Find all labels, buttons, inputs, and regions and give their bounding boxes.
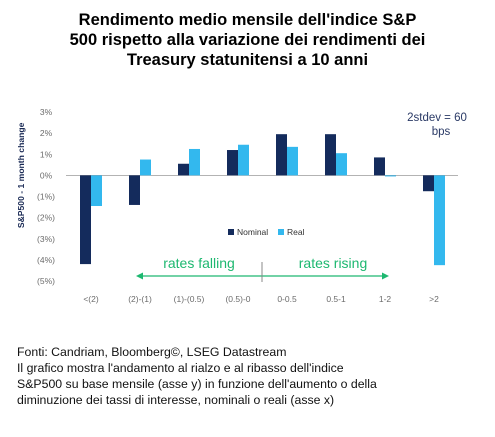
bar-real [385, 175, 396, 177]
arrow-right-icon [382, 272, 389, 280]
title-line-2: 500 rispetto alla variazione dei rendime… [69, 31, 426, 49]
y-tick-label: (1%) [37, 192, 55, 202]
footer-note-line-3: diminuzione dei tassi di interesse, nomi… [17, 393, 335, 407]
bar-nominal [227, 150, 238, 176]
stdev-annotation-line-1: 2stdev = 60 [407, 112, 467, 124]
x-tick-label: (1)-(0.5) [174, 294, 205, 304]
bar-chart: 3% 2% 1% 0% (1%) (2%) (3%) (4%) (5%) S&P500 - 1 m… [16, 107, 467, 304]
rates-rising-label: rates rising [299, 255, 367, 271]
legend-label-real: Real [287, 227, 305, 237]
bar-real [336, 153, 347, 176]
y-tick-label: 2% [40, 128, 53, 138]
bar-nominal [80, 175, 91, 265]
y-tick-label: (2%) [37, 213, 55, 223]
rates-falling-label: rates falling [163, 255, 235, 271]
bar-nominal [129, 175, 140, 205]
bar-nominal [423, 175, 434, 192]
title-line-3: Treasury statunitensi a 10 anni [126, 51, 369, 69]
legend-swatch-nominal [228, 229, 234, 235]
bar-nominal [178, 163, 189, 176]
x-tick-label: (0.5)-0 [225, 294, 250, 304]
y-tick-label: (3%) [37, 234, 55, 244]
y-tick-label: 1% [40, 149, 53, 159]
footer-note-line-1: Il grafico mostra l'andamento al rialzo … [17, 361, 344, 375]
bar-real [140, 159, 151, 176]
x-tick-label: 0-0.5 [277, 294, 297, 304]
x-tick-label: <(2) [83, 294, 99, 304]
y-tick-label: 3% [40, 107, 53, 117]
chart-footer: Fonti: Candriam, Bloomberg©, LSEG Datast… [17, 344, 487, 408]
chart-title: Rendimento medio mensile dell'indice S&P… [10, 10, 485, 70]
bar-real [238, 144, 249, 176]
bar-real [434, 175, 445, 266]
legend-swatch-real [278, 229, 284, 235]
y-tick-label: 0% [40, 170, 53, 180]
bar-real [287, 146, 298, 176]
title-line-1: Rendimento medio mensile dell'indice S&P [78, 11, 417, 29]
stdev-annotation-line-2: bps [432, 126, 451, 138]
x-tick-label: >2 [429, 294, 439, 304]
bar-real [91, 175, 102, 207]
bar-real [189, 148, 200, 176]
arrow-left-icon [136, 272, 143, 280]
footer-note-line-2: S&P500 su base mensile (asse y) in funzi… [17, 377, 377, 391]
legend-label-nominal: Nominal [237, 227, 268, 237]
y-tick-label: (5%) [37, 276, 55, 286]
footer-sources: Fonti: Candriam, Bloomberg©, LSEG Datast… [17, 345, 287, 359]
x-tick-label: 1-2 [379, 294, 392, 304]
bar-nominal [325, 134, 336, 176]
bar-nominal [276, 134, 287, 176]
y-axis-label: S&P500 - 1 month change [16, 122, 26, 228]
bar-nominal [374, 157, 385, 176]
x-tick-label: 0.5-1 [326, 294, 346, 304]
x-tick-label: (2)-(1) [128, 294, 152, 304]
y-tick-label: (4%) [37, 255, 55, 265]
